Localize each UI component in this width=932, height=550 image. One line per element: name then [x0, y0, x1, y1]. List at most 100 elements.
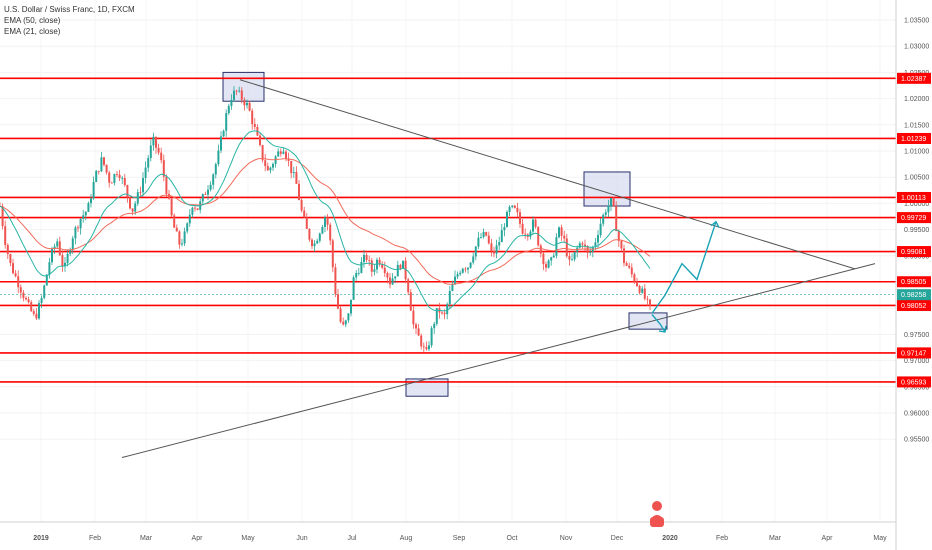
candle-body: [157, 147, 160, 153]
level-price-labels: 1.02387 1.01239 1.00113 0.99729 0.99081 0.985…: [897, 72, 931, 388]
x-tick-label: Sep: [453, 535, 466, 542]
candle: [412, 306, 415, 329]
candle: [79, 218, 82, 235]
candle-body: [316, 240, 319, 244]
candle: [646, 295, 649, 306]
candle-body: [404, 260, 407, 280]
ema21-legend[interactable]: EMA (21, close): [4, 27, 61, 36]
candle-body: [186, 223, 189, 232]
candle: [407, 277, 410, 296]
candle-body: [568, 256, 571, 260]
candle-body: [412, 310, 415, 325]
candle-body: [584, 244, 586, 246]
candle: [485, 231, 488, 237]
candle-body: [472, 256, 475, 263]
candle: [308, 228, 311, 242]
candle: [534, 217, 537, 229]
candle-body: [243, 99, 246, 106]
candle: [97, 170, 100, 175]
candle: [568, 252, 571, 266]
candle: [638, 284, 641, 295]
candle: [334, 263, 337, 297]
ema21-line: [0, 130, 651, 312]
candle: [378, 256, 381, 267]
candle: [285, 149, 287, 162]
candle: [324, 215, 326, 233]
candle-body: [630, 267, 633, 275]
symbol-title[interactable]: U.S. Dollar / Swiss Franc, 1D, FXCM: [4, 5, 135, 14]
candle-body: [313, 243, 316, 247]
candle-body: [165, 176, 168, 195]
candle: [51, 246, 53, 265]
candle-body: [126, 185, 129, 198]
candle-body: [581, 243, 584, 245]
candle-body: [383, 267, 386, 274]
ema50-legend[interactable]: EMA (50, close): [4, 16, 61, 25]
candle-body: [578, 243, 581, 248]
candle-body: [628, 265, 631, 268]
candle: [529, 229, 532, 240]
candle: [477, 231, 480, 250]
candle: [500, 223, 503, 243]
candle-body: [32, 311, 35, 314]
candle-body: [610, 198, 612, 206]
event-flag-icon: [652, 501, 662, 511]
candle: [142, 172, 144, 197]
candle: [105, 164, 108, 175]
candle-body: [134, 203, 137, 212]
candle-body: [227, 105, 230, 114]
candle: [240, 87, 243, 104]
candle: [311, 238, 313, 250]
candle: [555, 233, 558, 259]
candle: [469, 262, 472, 269]
candle: [225, 109, 228, 137]
candle: [610, 197, 612, 212]
candle: [157, 143, 160, 156]
highlight-box: [628, 312, 668, 330]
candle: [287, 152, 290, 167]
candle: [318, 232, 321, 243]
candle-body: [82, 215, 85, 219]
ascending-trendline[interactable]: [121, 263, 876, 459]
candle: [14, 270, 17, 278]
arrow-head-icon: [658, 325, 667, 333]
trendlines: [121, 79, 876, 459]
x-tick-label: Feb: [716, 535, 728, 542]
candle-body: [550, 257, 553, 261]
candle: [389, 273, 391, 289]
time-axis[interactable]: 2019 Feb Mar Apr May Jun Jul Aug Sep Oct Nov Dec 202…: [33, 535, 887, 542]
candle: [454, 270, 456, 286]
candle-body: [123, 178, 126, 186]
candle-body: [529, 231, 532, 237]
candle-body: [331, 240, 334, 268]
support-resistance-levels: [0, 77, 896, 383]
highlight-box: [583, 171, 631, 207]
candle: [71, 235, 74, 254]
candle: [381, 261, 384, 270]
descending-trendline[interactable]: [239, 79, 856, 270]
candle-body: [235, 90, 238, 92]
candle: [563, 230, 566, 243]
candle-body: [253, 123, 256, 127]
candle: [623, 244, 625, 267]
candle: [420, 333, 423, 350]
bullish-projection-arrow[interactable]: [651, 221, 717, 314]
candle-body: [495, 245, 498, 254]
candle-body: [181, 243, 183, 245]
candle: [539, 243, 542, 258]
candle-body: [71, 238, 74, 250]
candle-body: [381, 264, 384, 268]
candle-body: [350, 299, 352, 314]
candle: [170, 197, 173, 217]
candle-body: [290, 160, 293, 174]
candle-body: [45, 274, 48, 286]
bearish-projection-arrow[interactable]: [651, 314, 666, 333]
candle: [641, 285, 644, 294]
candle-body: [266, 166, 269, 171]
x-tick-label: Mar: [140, 535, 153, 542]
news-event-icon[interactable]: [650, 501, 664, 527]
candle: [305, 212, 308, 230]
candle: [95, 169, 98, 183]
candle-body: [277, 151, 280, 157]
